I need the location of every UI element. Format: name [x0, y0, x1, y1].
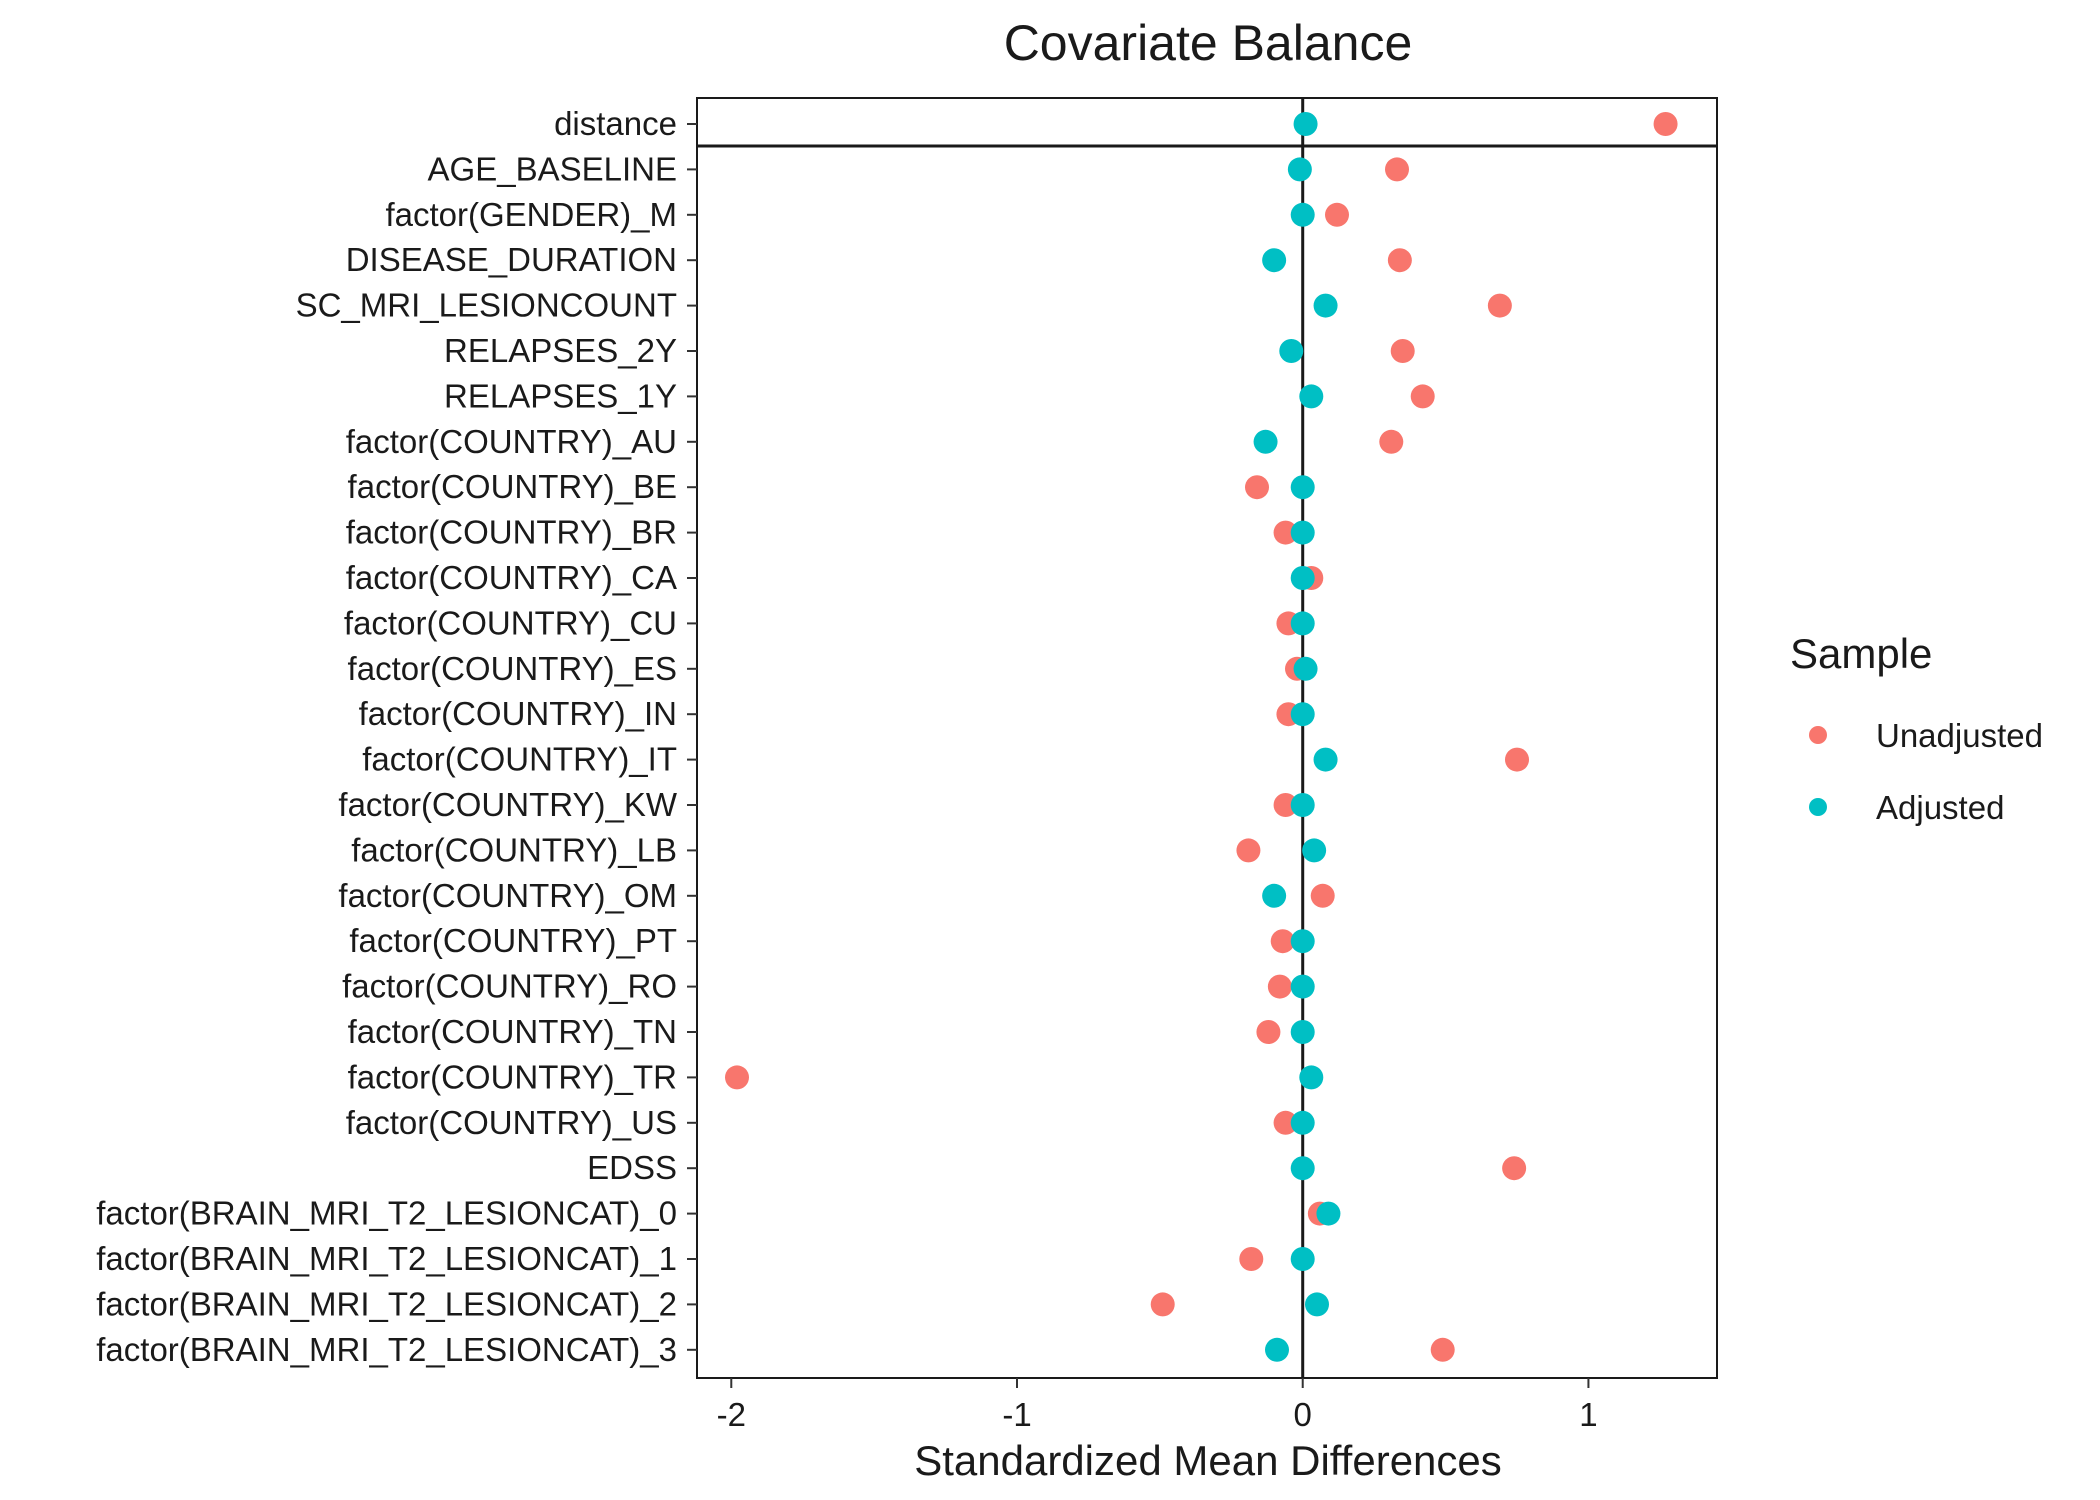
y-tick-label: distance — [554, 105, 677, 142]
y-tick-label: factor(COUNTRY)_IT — [362, 741, 677, 778]
point-unadjusted — [1150, 1292, 1175, 1317]
y-tick-label: factor(COUNTRY)_BR — [346, 514, 677, 551]
point-adjusted — [1253, 429, 1278, 454]
point-unadjusted — [1310, 883, 1335, 908]
y-tick-label: factor(COUNTRY)_CU — [344, 604, 677, 641]
point-adjusted — [1262, 248, 1287, 273]
point-unadjusted — [1256, 1020, 1281, 1044]
point-adjusted — [1290, 520, 1315, 545]
point-adjusted — [1299, 384, 1324, 409]
y-tick-label: factor(COUNTRY)_TN — [348, 1013, 677, 1050]
point-adjusted — [1290, 202, 1315, 227]
y-tick-label: DISEASE_DURATION — [346, 241, 677, 278]
legend-label-adjusted: Adjusted — [1876, 789, 2004, 826]
y-tick-label: factor(COUNTRY)_ES — [348, 650, 677, 687]
chart-title: Covariate Balance — [1004, 15, 1413, 71]
y-tick-label: factor(COUNTRY)_AU — [346, 423, 677, 460]
panel-border — [696, 97, 1718, 1379]
point-unadjusted — [1410, 384, 1435, 409]
x-tick-label: -1 — [1002, 1396, 1031, 1433]
point-adjusted — [1302, 838, 1327, 863]
point-adjusted — [1293, 656, 1318, 681]
point-adjusted — [1290, 702, 1315, 727]
point-adjusted — [1290, 1156, 1315, 1181]
x-axis-label: Standardized Mean Differences — [914, 1437, 1502, 1484]
point-unadjusted — [1487, 293, 1512, 318]
point-unadjusted — [1502, 1156, 1527, 1181]
point-unadjusted — [1273, 793, 1298, 817]
point-adjusted — [1265, 1337, 1289, 1362]
point-adjusted — [1313, 747, 1338, 772]
point-adjusted — [1305, 1292, 1329, 1317]
y-tick-label: factor(COUNTRY)_KW — [338, 786, 677, 823]
point-unadjusted — [1267, 974, 1292, 999]
y-axis: distance AGE_BASELINE factor(GENDER)_M DISE… — [96, 105, 697, 1368]
point-unadjusted — [1273, 1110, 1298, 1135]
x-tick-label: 0 — [1294, 1396, 1312, 1433]
point-unadjusted — [1236, 838, 1261, 863]
y-tick-label: factor(COUNTRY)_IN — [359, 695, 677, 732]
y-tick-label: factor(BRAIN_MRI_T2_LESIONCAT)_2 — [96, 1285, 677, 1322]
y-tick-label: factor(COUNTRY)_TR — [348, 1058, 677, 1095]
y-tick-label: SC_MRI_LESIONCOUNT — [296, 287, 677, 324]
legend-key-adjusted — [1809, 798, 1827, 816]
y-tick-label: factor(COUNTRY)_BE — [348, 468, 677, 505]
y-tick-label: factor(BRAIN_MRI_T2_LESIONCAT)_3 — [96, 1331, 677, 1368]
point-adjusted — [1290, 1247, 1315, 1271]
legend: Sample Unadjusted Adjusted — [1790, 630, 2043, 826]
point-unadjusted — [725, 1065, 749, 1090]
legend-label-unadjusted: Unadjusted — [1876, 717, 2043, 754]
y-tick-label: factor(GENDER)_M — [385, 196, 677, 233]
y-tick-label: factor(BRAIN_MRI_T2_LESIONCAT)_0 — [96, 1195, 677, 1232]
plot-panel — [696, 97, 1718, 1379]
y-tick-label: EDSS — [587, 1149, 677, 1186]
x-tick-label: 1 — [1579, 1396, 1597, 1433]
point-unadjusted — [1385, 157, 1409, 182]
point-adjusted — [1290, 929, 1315, 954]
legend-key-unadjusted — [1809, 726, 1827, 744]
x-tick-label: -2 — [717, 1396, 746, 1433]
point-adjusted — [1293, 112, 1318, 136]
y-tick-label: factor(COUNTRY)_PT — [349, 922, 677, 959]
point-adjusted — [1290, 974, 1315, 999]
y-tick-label: RELAPSES_2Y — [444, 332, 677, 369]
data-points — [725, 112, 1678, 1362]
point-unadjusted — [1270, 929, 1295, 954]
point-adjusted — [1299, 1065, 1324, 1090]
point-unadjusted — [1239, 1247, 1264, 1271]
point-adjusted — [1290, 793, 1315, 817]
y-tick-label: RELAPSES_1Y — [444, 377, 677, 414]
point-adjusted — [1262, 883, 1287, 908]
point-unadjusted — [1653, 112, 1678, 136]
point-adjusted — [1313, 293, 1338, 318]
x-axis: -2 -1 0 1 — [717, 1378, 1598, 1433]
point-unadjusted — [1390, 339, 1415, 363]
legend-title: Sample — [1790, 630, 1932, 677]
point-adjusted — [1290, 1020, 1315, 1044]
point-unadjusted — [1245, 475, 1269, 500]
point-unadjusted — [1379, 429, 1404, 454]
y-tick-label: factor(COUNTRY)_LB — [351, 831, 677, 868]
point-unadjusted — [1273, 520, 1298, 545]
y-tick-label: factor(COUNTRY)_CA — [346, 559, 677, 596]
y-tick-label: factor(BRAIN_MRI_T2_LESIONCAT)_1 — [96, 1240, 677, 1277]
point-adjusted — [1279, 339, 1304, 363]
point-unadjusted — [1325, 202, 1349, 227]
point-adjusted — [1290, 1110, 1315, 1135]
point-adjusted — [1290, 611, 1315, 636]
y-tick-label: AGE_BASELINE — [428, 150, 677, 187]
point-unadjusted — [1387, 248, 1412, 273]
y-tick-label: factor(COUNTRY)_US — [346, 1104, 677, 1141]
point-unadjusted — [1430, 1337, 1455, 1362]
y-tick-label: factor(COUNTRY)_OM — [338, 877, 677, 914]
point-adjusted — [1316, 1201, 1341, 1226]
point-adjusted — [1290, 475, 1315, 500]
point-adjusted — [1287, 157, 1312, 182]
point-adjusted — [1290, 566, 1315, 590]
y-tick-label: factor(COUNTRY)_RO — [342, 968, 677, 1005]
point-unadjusted — [1505, 747, 1529, 772]
